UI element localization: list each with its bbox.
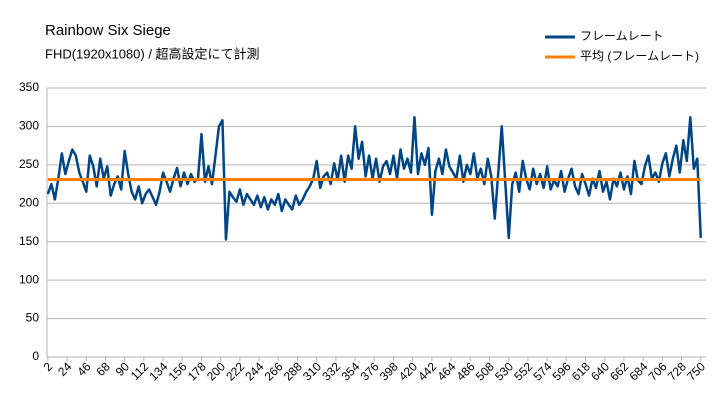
- x-tick-label: 24: [55, 359, 75, 379]
- x-tick-label: 68: [93, 359, 113, 379]
- y-tick-label: 350: [19, 80, 39, 94]
- chart-title: Rainbow Six Siege: [45, 22, 171, 39]
- y-tick-label: 50: [26, 311, 40, 325]
- series-line: [46, 115, 703, 241]
- chart-subtitle: FHD(1920x1080) / 超高設定にて計測: [45, 46, 260, 61]
- y-tick-label: 0: [32, 349, 39, 363]
- legend-label: 平均 (フレームレート): [580, 49, 699, 63]
- x-tick-label: 2: [41, 359, 56, 374]
- y-tick-label: 100: [19, 272, 39, 286]
- x-tick-label: 46: [74, 359, 94, 379]
- x-tick-label: 750: [684, 359, 708, 383]
- y-tick-label: 150: [19, 234, 39, 248]
- y-tick-label: 200: [19, 195, 39, 209]
- y-tick-label: 250: [19, 157, 39, 171]
- legend-label: フレームレート: [580, 29, 664, 43]
- y-tick-label: 300: [19, 119, 39, 133]
